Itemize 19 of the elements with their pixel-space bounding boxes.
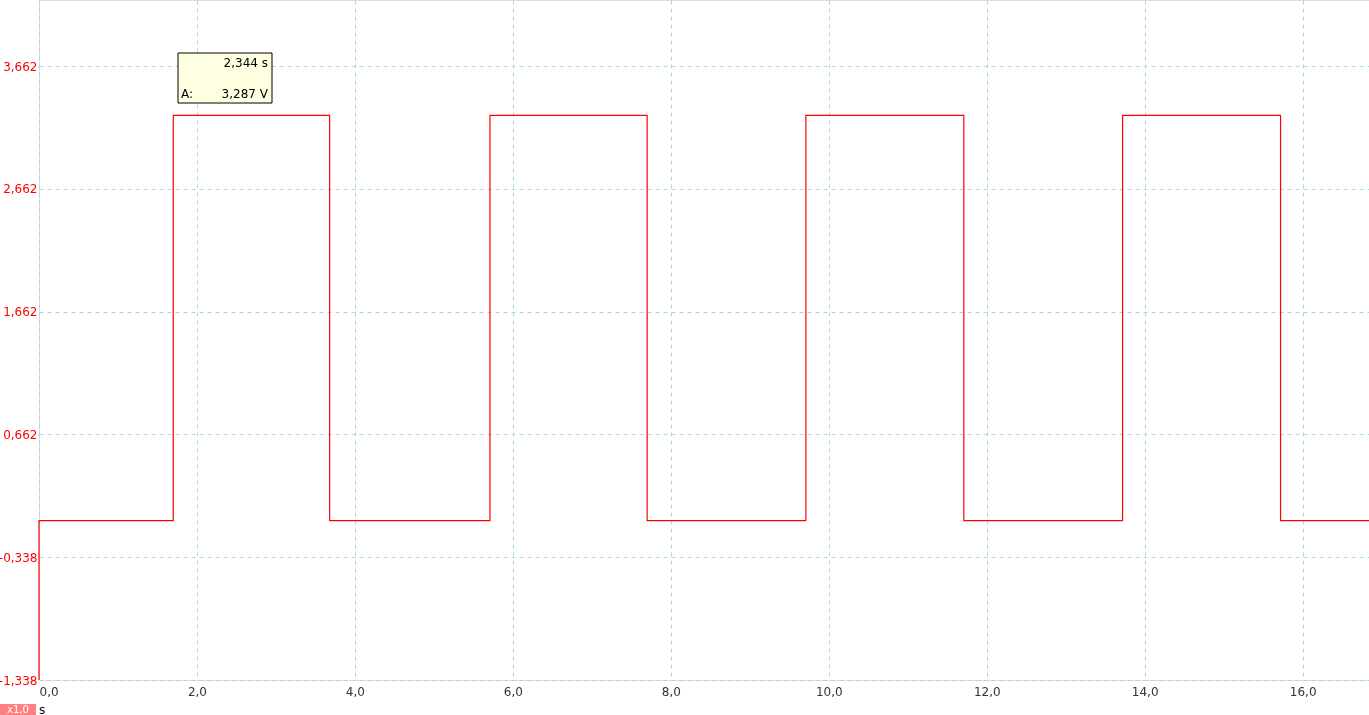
x-tick-label: 4,0: [345, 684, 365, 699]
x-tick-label: 2,0: [187, 684, 207, 699]
y-tick-label: 0,662: [3, 427, 38, 442]
x-axis-title: s: [39, 703, 46, 715]
y-tick-label: 1,662: [3, 305, 38, 320]
text: A: 3,287 V: [181, 87, 268, 101]
x-tick-label: 16,0: [1289, 684, 1317, 699]
y-tick-label: -0,338: [0, 550, 38, 565]
annotation: 2,344 s: [223, 56, 268, 70]
x-tick-label: 14,0: [1131, 684, 1159, 699]
x-tick-label: 10,0: [815, 684, 843, 699]
x-tick-label: 6,0: [503, 684, 523, 699]
x-tick-label: 0,0: [39, 684, 59, 699]
y-tick-label: 2,662: [3, 182, 38, 197]
x-tick-label: 12,0: [973, 684, 1001, 699]
y-tick-label: -1,338: [0, 673, 38, 688]
x-tick-label: 8,0: [661, 684, 681, 699]
y-tick-label: 3,662: [3, 59, 38, 74]
text: x1,0: [7, 704, 29, 715]
